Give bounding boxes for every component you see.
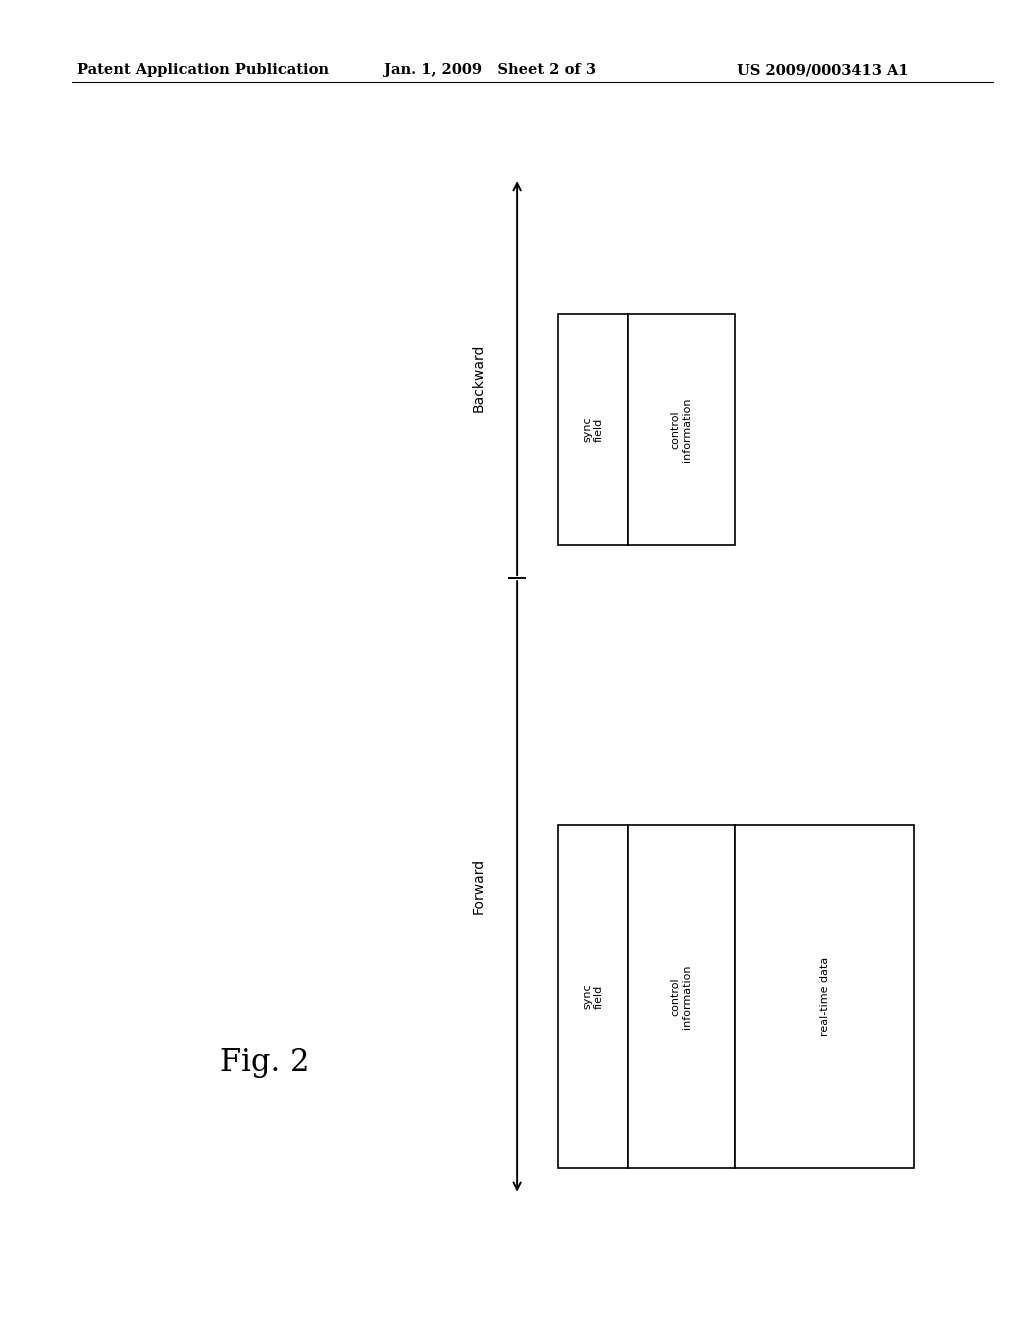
Text: control
information: control information	[671, 397, 692, 462]
Bar	[735, 825, 914, 1168]
Text: sync
field: sync field	[582, 983, 604, 1010]
Bar	[558, 314, 628, 545]
Bar	[628, 825, 735, 1168]
Text: Patent Application Publication: Patent Application Publication	[77, 63, 329, 78]
Text: control
information: control information	[671, 965, 692, 1028]
Text: Jan. 1, 2009   Sheet 2 of 3: Jan. 1, 2009 Sheet 2 of 3	[384, 63, 596, 78]
Text: Fig. 2: Fig. 2	[220, 1047, 309, 1078]
Bar	[628, 314, 735, 545]
Text: US 2009/0003413 A1: US 2009/0003413 A1	[737, 63, 909, 78]
Text: real-time data: real-time data	[820, 957, 829, 1036]
Bar	[558, 825, 628, 1168]
Text: Forward: Forward	[471, 858, 485, 915]
Text: sync
field: sync field	[582, 417, 604, 442]
Text: Backward: Backward	[471, 345, 485, 412]
